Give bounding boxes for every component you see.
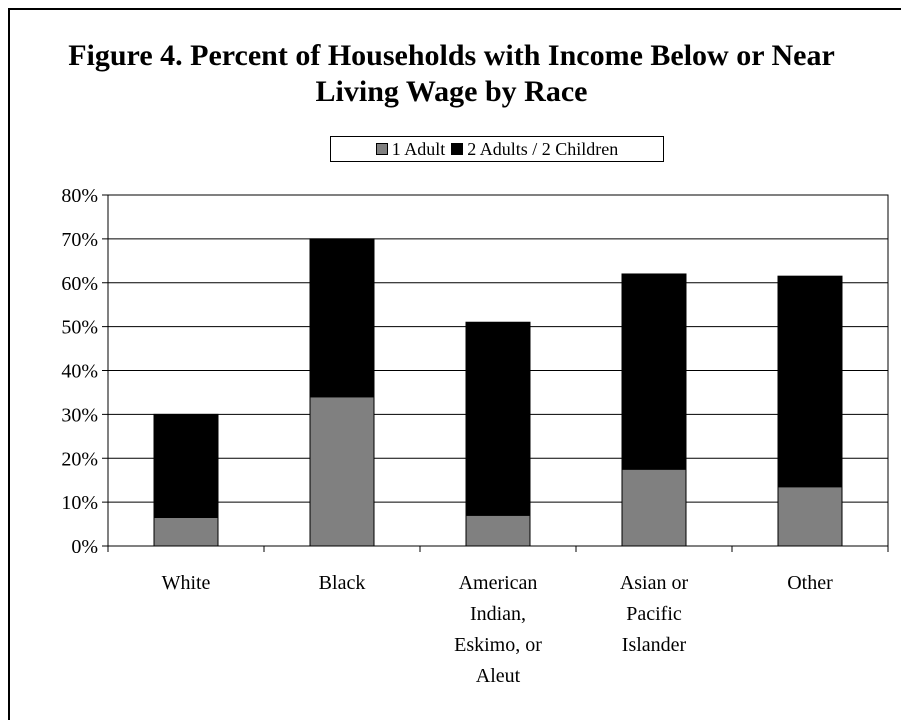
x-category-label: Other xyxy=(787,572,833,594)
y-tick-label: 50% xyxy=(61,317,98,339)
chart-legend: 1 Adult 2 Adults / 2 Children xyxy=(330,136,664,162)
y-tick-label: 30% xyxy=(61,404,98,426)
legend-item-series-2: 2 Adults / 2 Children xyxy=(451,139,618,160)
bar-series-2 xyxy=(777,275,843,488)
bar-series-1 xyxy=(777,486,843,547)
bar-series-1 xyxy=(465,514,531,547)
bar-series-2 xyxy=(153,413,219,518)
x-category-label-line: Asian or xyxy=(620,572,689,594)
x-category-label-line: Pacific xyxy=(626,603,682,625)
x-category-label-line: Other xyxy=(787,572,833,594)
x-category-label-line: Eskimo, or xyxy=(454,634,542,656)
x-category-label-line: White xyxy=(162,572,211,594)
y-tick-label: 0% xyxy=(71,536,98,558)
x-category-label: American Indian, Eskimo, or Aleut xyxy=(454,572,542,687)
x-category-label: Black xyxy=(319,572,366,594)
legend-label-series-2: 2 Adults / 2 Children xyxy=(467,138,619,159)
x-category-label: White xyxy=(162,572,211,594)
x-category-label-line: Aleut xyxy=(476,665,521,687)
chart-title: Figure 4. Percent of Households with Inc… xyxy=(0,38,903,110)
bar-series-2 xyxy=(621,273,687,470)
y-tick-label: 80% xyxy=(61,185,98,207)
legend-swatch-series-1 xyxy=(375,143,388,155)
legend-label-series-1: 1 Adult xyxy=(391,138,446,159)
x-category-label-line: Islander xyxy=(622,634,687,656)
y-tick-label: 70% xyxy=(61,229,98,251)
legend-item-series-1: 1 Adult xyxy=(375,138,446,160)
x-category-label-line: Indian, xyxy=(470,603,526,625)
bar-series-1 xyxy=(309,396,375,547)
x-category-label-line: Black xyxy=(319,572,366,594)
x-category-label-line: American xyxy=(459,572,538,594)
y-tick-label: 10% xyxy=(61,492,98,514)
bar-series-1 xyxy=(153,516,219,547)
bar-series-1 xyxy=(621,468,687,547)
chart-title-line-1: Figure 4. Percent of Households with Inc… xyxy=(68,39,835,72)
legend-swatch-series-2 xyxy=(451,143,464,155)
bar-series-2 xyxy=(309,238,375,398)
bar-series-2 xyxy=(465,321,531,516)
x-category-label: Asian or Pacific Islander xyxy=(620,572,689,656)
chart-frame xyxy=(8,8,901,720)
y-tick-label: 20% xyxy=(61,448,98,470)
chart-title-line-2: Living Wage by Race xyxy=(315,75,588,108)
y-tick-label: 60% xyxy=(61,273,98,295)
y-tick-label: 40% xyxy=(61,361,98,383)
